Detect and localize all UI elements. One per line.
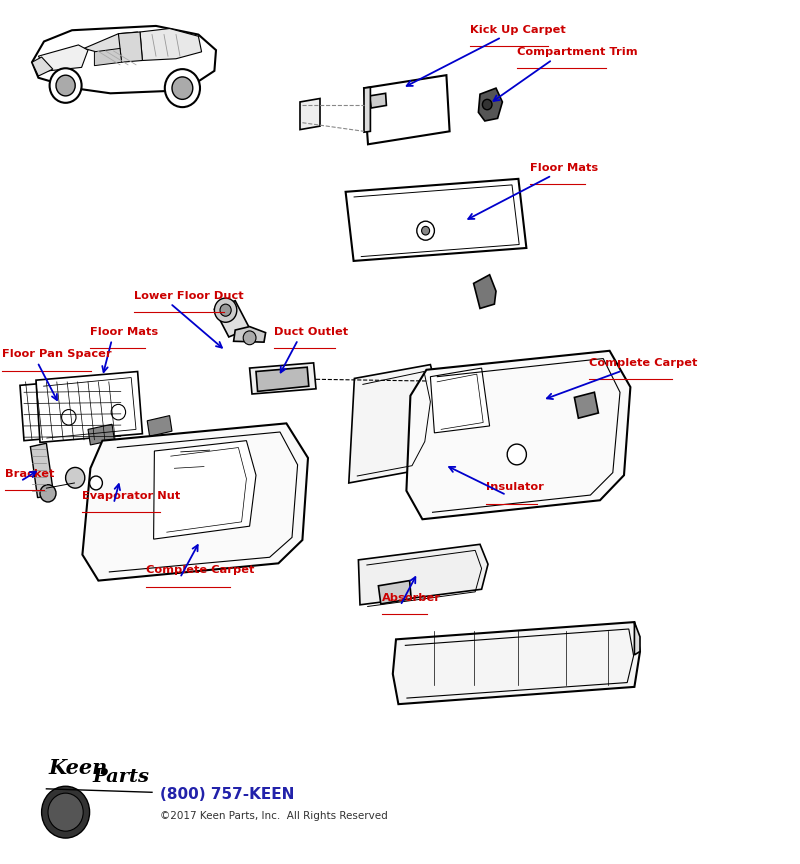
Polygon shape <box>94 48 122 66</box>
Circle shape <box>214 298 237 322</box>
Text: Insulator: Insulator <box>486 482 544 492</box>
Polygon shape <box>406 351 630 519</box>
Polygon shape <box>478 88 502 121</box>
Text: (800) 757-KEEN: (800) 757-KEEN <box>160 787 294 802</box>
Polygon shape <box>364 75 450 144</box>
Circle shape <box>48 793 83 831</box>
Polygon shape <box>250 363 316 394</box>
Text: Parts: Parts <box>92 768 149 786</box>
Polygon shape <box>378 581 411 604</box>
Text: Complete Carpet: Complete Carpet <box>146 565 254 575</box>
Text: Lower Floor Duct: Lower Floor Duct <box>134 290 244 301</box>
Polygon shape <box>474 275 496 308</box>
Polygon shape <box>154 441 256 539</box>
Circle shape <box>56 75 75 96</box>
Polygon shape <box>38 45 88 71</box>
Circle shape <box>50 68 82 103</box>
Circle shape <box>172 77 193 99</box>
Text: Floor Pan Spacer: Floor Pan Spacer <box>2 349 111 359</box>
Polygon shape <box>349 365 438 483</box>
Circle shape <box>90 476 102 490</box>
Polygon shape <box>430 368 490 433</box>
Polygon shape <box>214 301 250 337</box>
Polygon shape <box>346 179 526 261</box>
Polygon shape <box>32 26 216 93</box>
Text: Bracket: Bracket <box>5 468 54 479</box>
Polygon shape <box>234 327 266 342</box>
Circle shape <box>40 485 56 502</box>
Circle shape <box>62 410 76 425</box>
Polygon shape <box>30 443 54 498</box>
Polygon shape <box>82 423 308 581</box>
Polygon shape <box>358 544 488 605</box>
Text: Floor Mats: Floor Mats <box>530 162 598 173</box>
Polygon shape <box>634 622 640 655</box>
Polygon shape <box>140 29 202 60</box>
Text: Complete Carpet: Complete Carpet <box>589 358 697 368</box>
Text: ©2017 Keen Parts, Inc.  All Rights Reserved: ©2017 Keen Parts, Inc. All Rights Reserv… <box>160 810 388 821</box>
Circle shape <box>482 99 492 110</box>
Text: Keen: Keen <box>48 758 107 778</box>
Circle shape <box>417 221 434 240</box>
Circle shape <box>66 467 85 488</box>
Text: Absorber: Absorber <box>382 593 442 603</box>
Circle shape <box>42 786 90 838</box>
Circle shape <box>220 304 231 316</box>
Polygon shape <box>300 98 320 130</box>
Polygon shape <box>36 372 142 442</box>
Polygon shape <box>20 377 122 441</box>
Polygon shape <box>32 57 53 76</box>
Polygon shape <box>256 367 309 391</box>
Polygon shape <box>147 416 172 436</box>
Polygon shape <box>84 32 142 60</box>
Circle shape <box>165 69 200 107</box>
Circle shape <box>111 404 126 420</box>
Circle shape <box>243 331 256 345</box>
Text: Floor Mats: Floor Mats <box>90 327 158 337</box>
Text: Duct Outlet: Duct Outlet <box>274 327 348 337</box>
Text: Compartment Trim: Compartment Trim <box>517 47 638 57</box>
Polygon shape <box>118 32 142 62</box>
Polygon shape <box>393 622 640 704</box>
Polygon shape <box>370 93 386 108</box>
Text: Evaporator Nut: Evaporator Nut <box>82 491 181 501</box>
Circle shape <box>507 444 526 465</box>
Polygon shape <box>88 424 114 445</box>
Text: Kick Up Carpet: Kick Up Carpet <box>470 24 566 35</box>
Polygon shape <box>364 87 370 132</box>
Circle shape <box>422 226 430 235</box>
Polygon shape <box>574 392 598 418</box>
